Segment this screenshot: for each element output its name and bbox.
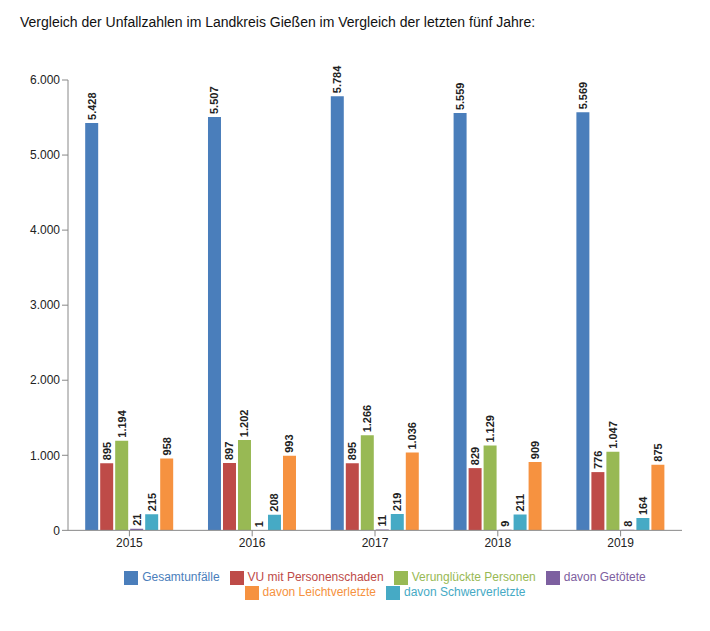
svg-text:3.000: 3.000 bbox=[30, 298, 60, 312]
svg-text:895: 895 bbox=[101, 442, 113, 460]
svg-text:2019: 2019 bbox=[607, 536, 634, 550]
svg-text:2016: 2016 bbox=[239, 536, 266, 550]
svg-text:829: 829 bbox=[469, 447, 481, 465]
svg-text:5.507: 5.507 bbox=[208, 86, 220, 114]
svg-text:21: 21 bbox=[131, 514, 143, 526]
svg-text:993: 993 bbox=[283, 434, 295, 452]
svg-text:0: 0 bbox=[53, 524, 60, 538]
svg-text:5.559: 5.559 bbox=[454, 83, 466, 111]
svg-text:2015: 2015 bbox=[116, 536, 143, 550]
svg-text:958: 958 bbox=[161, 437, 173, 455]
svg-text:1.047: 1.047 bbox=[607, 421, 619, 449]
svg-text:1.036: 1.036 bbox=[406, 422, 418, 450]
svg-text:1.129: 1.129 bbox=[484, 415, 496, 443]
svg-text:909: 909 bbox=[529, 441, 541, 459]
svg-text:5.000: 5.000 bbox=[30, 148, 60, 162]
svg-text:1.202: 1.202 bbox=[238, 410, 250, 438]
svg-text:219: 219 bbox=[391, 493, 403, 511]
svg-text:11: 11 bbox=[376, 515, 388, 527]
html-text:VU mit Personenschaden: VU mit Personenschaden bbox=[247, 570, 384, 585]
svg-text:897: 897 bbox=[223, 442, 235, 460]
svg-text:1: 1 bbox=[253, 521, 265, 527]
svg-text:6.000: 6.000 bbox=[30, 73, 60, 87]
svg-text:2017: 2017 bbox=[362, 536, 389, 550]
svg-text:4.000: 4.000 bbox=[30, 223, 60, 237]
svg-text:1.266: 1.266 bbox=[361, 405, 373, 433]
svg-text:5.569: 5.569 bbox=[577, 82, 589, 110]
svg-text:9: 9 bbox=[499, 521, 511, 527]
svg-text:875: 875 bbox=[652, 443, 664, 461]
html-text:davon Leichtverletzte: davon Leichtverletzte bbox=[262, 585, 376, 600]
svg-text:8: 8 bbox=[622, 521, 634, 527]
html-text:davon Schwerverletzte: davon Schwerverletzte bbox=[404, 585, 526, 600]
html-text:Vergleich der Unfallzahlen im: Vergleich der Unfallzahlen im Landkreis … bbox=[20, 14, 536, 30]
svg-text:2.000: 2.000 bbox=[30, 373, 60, 387]
svg-text:164: 164 bbox=[637, 496, 649, 515]
svg-text:776: 776 bbox=[592, 451, 604, 469]
html-text:Verunglückte Personen: Verunglückte Personen bbox=[411, 570, 536, 585]
html-text:Gesamtunfälle: Gesamtunfälle bbox=[142, 570, 220, 585]
svg-text:5.784: 5.784 bbox=[331, 65, 343, 93]
svg-text:208: 208 bbox=[268, 493, 280, 511]
svg-text:2018: 2018 bbox=[484, 536, 511, 550]
svg-text:895: 895 bbox=[346, 442, 358, 460]
svg-text:211: 211 bbox=[514, 494, 526, 512]
html-text:davon Getötete: davon Getötete bbox=[563, 570, 646, 585]
svg-text:5.428: 5.428 bbox=[86, 92, 98, 120]
svg-text:1.194: 1.194 bbox=[116, 409, 128, 437]
svg-text:1.000: 1.000 bbox=[30, 449, 60, 463]
svg-text:215: 215 bbox=[146, 493, 158, 511]
